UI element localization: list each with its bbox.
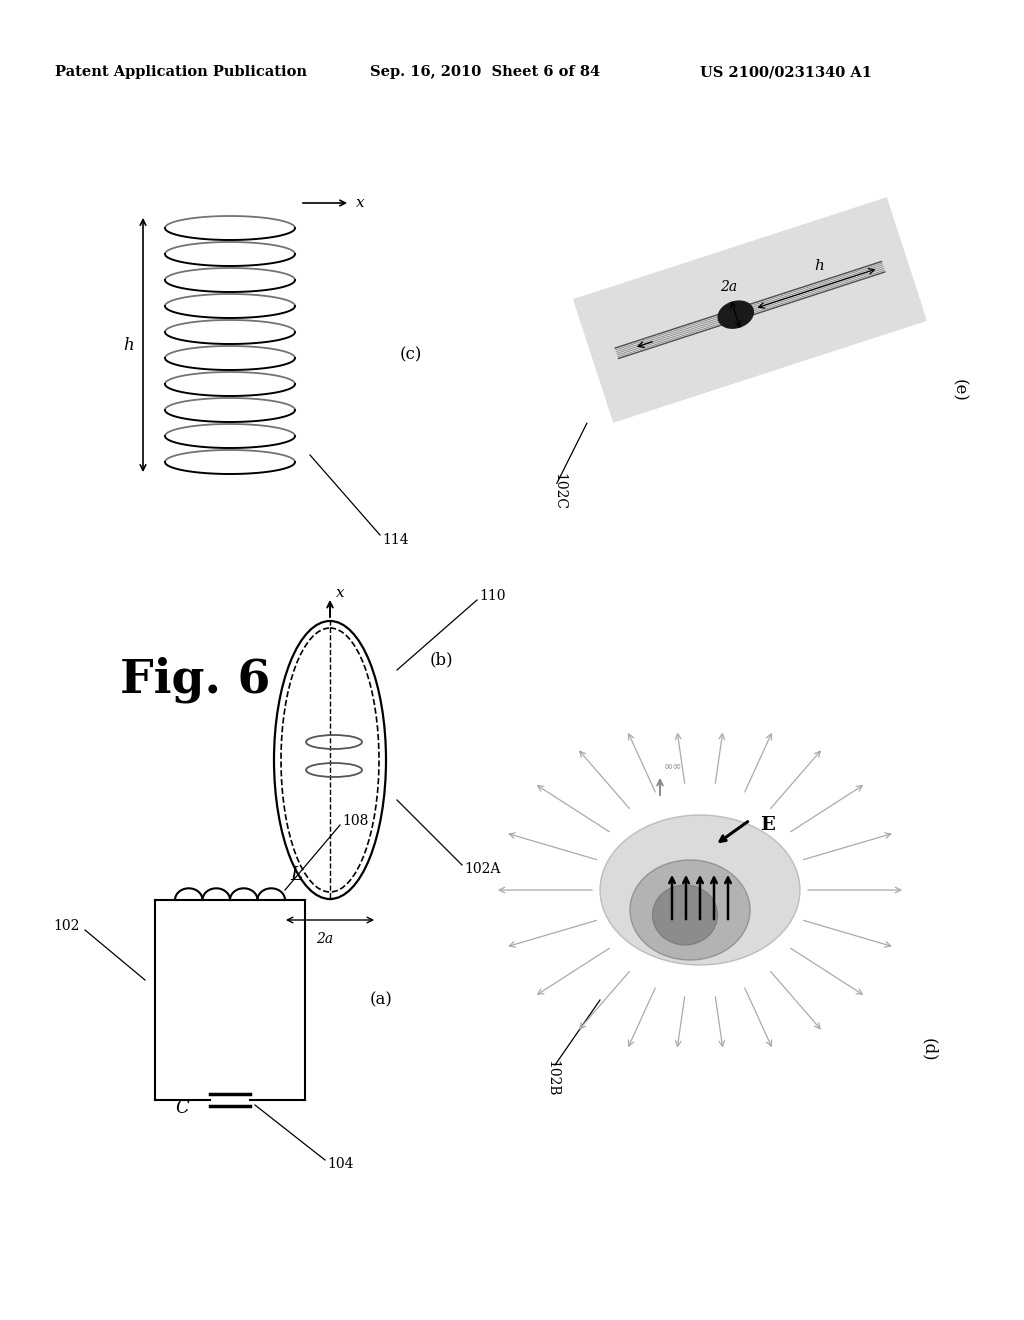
Text: 104: 104	[327, 1158, 353, 1171]
Text: (b): (b)	[430, 652, 454, 668]
Text: 102A: 102A	[464, 862, 501, 876]
Text: (e): (e)	[950, 379, 967, 401]
Ellipse shape	[600, 814, 800, 965]
Text: E: E	[760, 816, 775, 834]
Text: 110: 110	[479, 589, 506, 603]
Text: 2a: 2a	[316, 932, 334, 946]
Text: (d): (d)	[920, 1039, 937, 1061]
Text: 102B: 102B	[545, 1060, 559, 1096]
Text: h: h	[814, 259, 823, 272]
Text: x: x	[356, 195, 365, 210]
Text: 108: 108	[342, 814, 369, 828]
Ellipse shape	[718, 301, 754, 329]
Text: h: h	[124, 337, 134, 354]
Text: x: x	[336, 586, 345, 601]
Text: Patent Application Publication: Patent Application Publication	[55, 65, 307, 79]
Text: (c): (c)	[400, 346, 422, 363]
Text: C: C	[175, 1100, 188, 1117]
Text: (a): (a)	[370, 991, 393, 1008]
Text: Fig. 6: Fig. 6	[120, 657, 270, 704]
Text: US 2100/0231340 A1: US 2100/0231340 A1	[700, 65, 872, 79]
Ellipse shape	[630, 861, 750, 960]
Text: 2a: 2a	[720, 280, 737, 294]
Polygon shape	[573, 197, 927, 422]
Text: Sep. 16, 2010  Sheet 6 of 84: Sep. 16, 2010 Sheet 6 of 84	[370, 65, 600, 79]
Ellipse shape	[652, 884, 718, 945]
Text: ∞∞: ∞∞	[664, 762, 683, 772]
Text: 102: 102	[53, 919, 80, 933]
Text: 102C: 102C	[552, 473, 566, 510]
Text: 114: 114	[382, 533, 409, 546]
Text: L: L	[290, 866, 302, 884]
